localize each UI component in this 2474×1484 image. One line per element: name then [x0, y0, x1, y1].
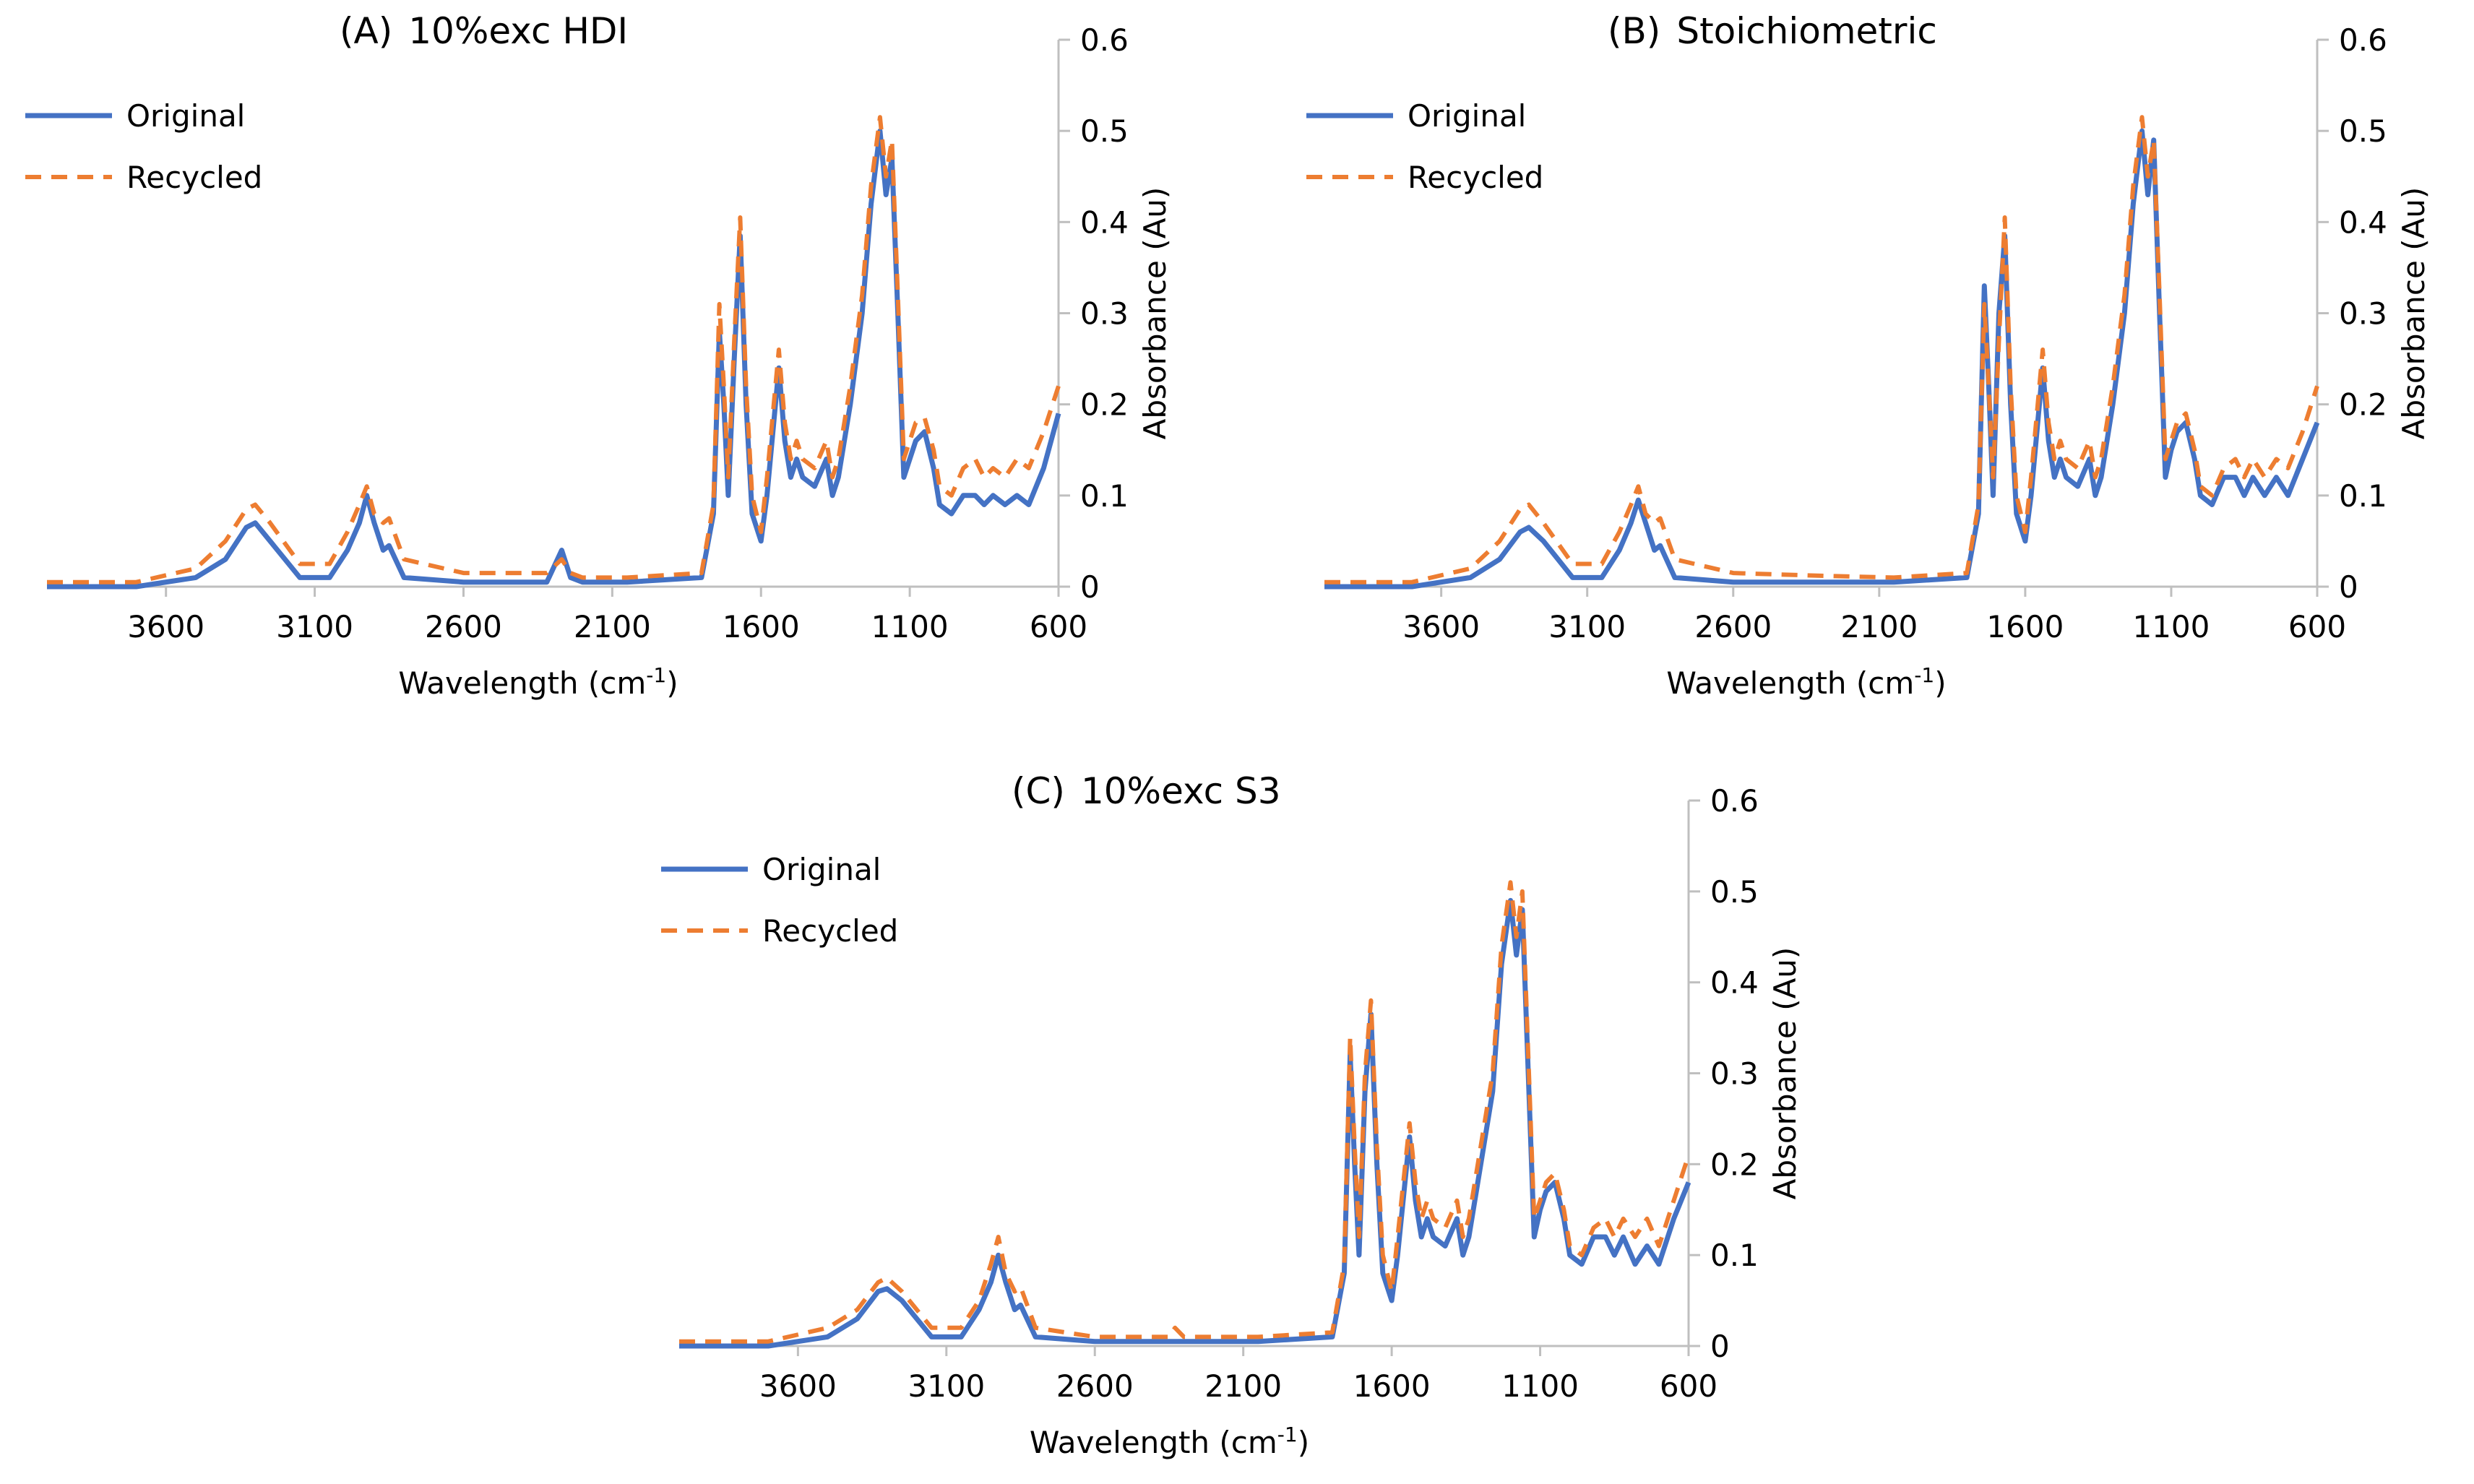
chart-panel-c: 0 0.1 0.2 0.3 0.4 0.5 0.6 3600 3100 2600 2100 1600 1…: [661, 770, 1803, 1460]
series-line-original: [47, 128, 1061, 590]
x-tick-label: 1600: [1353, 1368, 1431, 1404]
x-tick-label: 3600: [127, 609, 204, 644]
x-axis-label: Wavelength (cm-1): [1030, 1423, 1309, 1460]
y-tick-label: 0.4: [1710, 965, 1759, 1001]
y-tick-label: 0.6: [2339, 22, 2387, 58]
y-tick-label: 0.3: [2339, 296, 2387, 332]
chart-title: (C) 10%exc S3: [1012, 770, 1281, 812]
legend-label-recycled: Recycled: [1408, 160, 1543, 195]
x-axis-label: Wavelength (cm-1): [1666, 663, 1946, 701]
y-tick-label: 0.1: [1710, 1238, 1759, 1273]
y-tick-label: 0.3: [1710, 1056, 1759, 1092]
x-tick-label: 1600: [723, 609, 800, 644]
x-tick-label: 2100: [574, 609, 651, 644]
legend-label-recycled: Recycled: [126, 160, 262, 195]
series-line-original: [679, 897, 1691, 1349]
x-tick-label: 3600: [1402, 609, 1480, 644]
y-tick-label: 0.1: [2339, 478, 2387, 514]
x-tick-label: 2100: [1204, 1368, 1282, 1404]
chart-title: (A) 10%exc HDI: [340, 10, 628, 52]
x-tick-label: 600: [1030, 609, 1087, 644]
y-axis-label: Absorbance (Au): [1767, 947, 1803, 1200]
panel-title: 10%exc HDI: [408, 10, 628, 52]
y-tick-label: 0.6: [1080, 22, 1129, 58]
legend-label-original: Original: [1408, 98, 1526, 134]
x-tick-label: 1600: [1986, 609, 2064, 644]
x-tick-label: 3100: [1548, 609, 1626, 644]
y-tick-label: 0.2: [1080, 387, 1129, 423]
series-line-recycled: [47, 115, 1061, 584]
panel-label: (B): [1608, 10, 1660, 52]
y-tick-label: 0: [1080, 569, 1100, 605]
x-axis-label-main: Wavelength (cm: [1030, 1425, 1277, 1460]
x-tick-label: 2600: [1056, 1368, 1134, 1404]
chart-panel-b: 0 0.1 0.2 0.3 0.4 0.5 0.6 3600 3100 2600 2100 1600 1…: [1306, 10, 2431, 701]
legend-label-original: Original: [762, 852, 881, 887]
x-tick-label: 600: [1660, 1368, 1717, 1404]
series-line-recycled: [679, 880, 1691, 1344]
y-tick-label: 0.3: [1080, 296, 1129, 332]
x-tick-label: 3100: [908, 1368, 985, 1404]
x-axis-label-main: Wavelength (cm: [1666, 665, 1914, 701]
y-axis-label: Absorbance (Au): [1137, 187, 1173, 440]
y-tick-label: 0.2: [2339, 387, 2387, 423]
series-line-original: [1324, 128, 2320, 590]
panel-title: 10%exc S3: [1081, 770, 1281, 812]
x-tick-label: 2600: [425, 609, 502, 644]
y-tick-label: 0.4: [1080, 204, 1129, 240]
y-tick-label: 0.1: [1080, 478, 1129, 514]
x-tick-label: 3600: [759, 1368, 837, 1404]
x-axis-label-close: ): [1934, 665, 1946, 701]
y-tick-label: 0: [2339, 569, 2358, 605]
panel-label: (A): [340, 10, 392, 52]
x-axis-label-close: ): [1298, 1425, 1309, 1460]
y-tick-label: 0.5: [1080, 113, 1129, 149]
y-axis-label: Absorbance (Au): [2396, 187, 2431, 440]
x-axis-label-superscript: -1: [1277, 1423, 1298, 1446]
chart-title: (B) Stoichiometric: [1608, 10, 1937, 52]
legend-label-recycled: Recycled: [762, 913, 898, 949]
x-axis-label: Wavelength (cm-1): [398, 663, 678, 701]
x-tick-label: 2100: [1840, 609, 1918, 644]
y-tick-label: 0.4: [2339, 204, 2387, 240]
y-tick-label: 0.5: [2339, 113, 2387, 149]
y-tick-label: 0.2: [1710, 1147, 1759, 1182]
x-tick-label: 1100: [1501, 1368, 1579, 1404]
x-axis-label-main: Wavelength (cm: [398, 665, 646, 701]
x-tick-label: 3100: [276, 609, 353, 644]
x-tick-label: 2600: [1694, 609, 1772, 644]
x-axis-label-close: ): [666, 665, 678, 701]
chart-panel-a: 0 0.1 0.2 0.3 0.4 0.5 0.6 3600 3100 2600 2100 1600 1…: [25, 10, 1173, 701]
y-tick-label: 0: [1710, 1329, 1730, 1364]
legend-label-original: Original: [126, 98, 245, 134]
x-axis-label-superscript: -1: [1914, 663, 1934, 687]
x-tick-label: 600: [2288, 609, 2346, 644]
x-axis-label-superscript: -1: [646, 663, 666, 687]
y-tick-label: 0.6: [1710, 783, 1759, 819]
y-tick-label: 0.5: [1710, 874, 1759, 910]
panel-label: (C): [1012, 770, 1065, 812]
x-tick-label: 1100: [871, 609, 949, 644]
x-tick-label: 1100: [2132, 609, 2210, 644]
panel-title: Stoichiometric: [1676, 10, 1937, 52]
